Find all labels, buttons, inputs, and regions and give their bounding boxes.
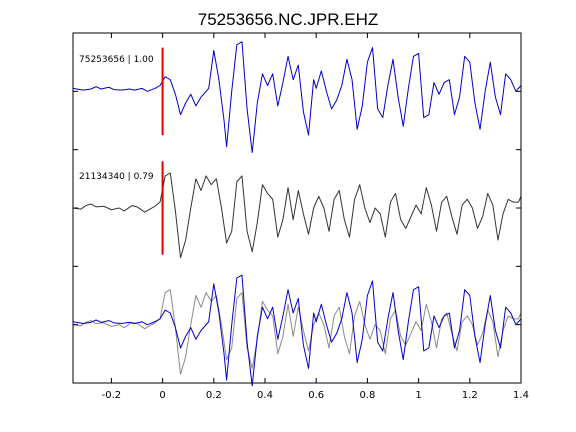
y-axis-ticks	[73, 32, 521, 384]
x-tick-label: 1.4	[513, 390, 529, 401]
chart-title: 75253656.NC.JPR.EHZ	[198, 10, 378, 29]
x-tick-label: 0	[159, 390, 165, 401]
x-axis-ticks: -0.2 0 0.2 0.4 0.6 0.8 1 1.2 1.4	[102, 33, 529, 401]
trace-line	[72, 41, 522, 154]
x-tick-label: 0.2	[206, 390, 222, 401]
x-tick-label: 0.6	[308, 390, 324, 401]
trace-label: 75253656 | 1.00	[79, 55, 154, 65]
x-tick-label: 0.4	[257, 390, 273, 401]
x-tick-label: 0.8	[359, 390, 375, 401]
x-tick-label: 1	[415, 390, 421, 401]
overlay-trace-line	[72, 274, 522, 387]
traces-layer	[72, 41, 522, 387]
overlay-trace-line	[72, 289, 522, 375]
trace-label: 21134340 | 0.79	[79, 172, 154, 182]
trace-labels: 75253656 | 1.00 21134340 | 0.79	[79, 55, 154, 182]
x-tick-label: -0.2	[102, 390, 122, 401]
x-tick-label: 1.2	[462, 390, 478, 401]
trace-line	[72, 172, 522, 259]
